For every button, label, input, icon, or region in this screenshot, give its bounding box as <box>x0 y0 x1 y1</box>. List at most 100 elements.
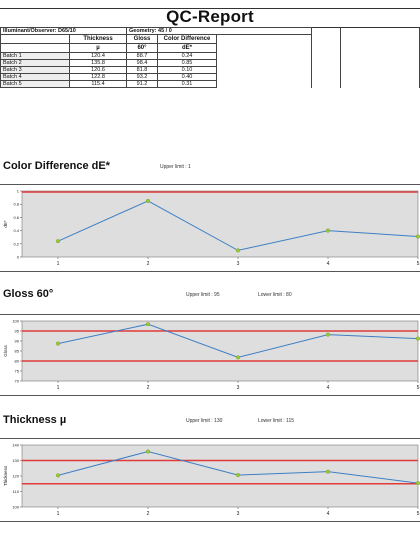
gloss-value: 88.7 <box>126 52 158 60</box>
thickness-value: 122.8 <box>69 73 127 81</box>
x-tick-label: 5 <box>417 261 420 267</box>
de-value: 0.24 <box>157 52 217 60</box>
unit-gloss: 60° <box>126 43 158 53</box>
y-tick-label: 100 <box>12 505 19 510</box>
plot-area <box>21 190 419 258</box>
x-tick-label: 4 <box>327 385 330 391</box>
y-tick-label: 90 <box>15 339 20 344</box>
batch-name: Batch 1 <box>0 52 70 60</box>
data-point <box>416 481 420 486</box>
section-title: Gloss 60° <box>3 288 54 300</box>
batch-name: Batch 2 <box>0 59 70 67</box>
gloss-value: 93.2 <box>126 73 158 81</box>
data-point <box>56 341 61 346</box>
thickness-value: 120.4 <box>69 52 127 60</box>
gloss-value: 81.8 <box>126 66 158 74</box>
de-value: 0.40 <box>157 73 217 81</box>
table-header-row: Thickness Gloss Color Difference <box>0 34 420 44</box>
geometry-cell: Geometry: 45 / 0 <box>126 27 312 35</box>
de-value: 0.10 <box>157 66 217 74</box>
y-tick-label: 0.4 <box>13 228 19 233</box>
y-axis-label: dE* <box>3 220 8 228</box>
results-table: Illuminant/Observer: D65/10 Geometry: 45… <box>0 27 420 88</box>
unit-color-difference: dE* <box>157 43 217 53</box>
x-tick-label: 2 <box>147 385 150 391</box>
y-tick-label: 0.6 <box>13 215 19 220</box>
y-tick-label: 95 <box>15 329 20 334</box>
x-tick-label: 5 <box>417 385 420 391</box>
de-value: 0.85 <box>157 59 217 67</box>
unit-thickness: µ <box>69 43 127 53</box>
y-tick-label: 120 <box>12 474 19 479</box>
section-title: Color Difference dE* <box>3 160 110 172</box>
y-tick-label: 110 <box>13 489 20 494</box>
x-tick-label: 1 <box>57 511 60 517</box>
batch-name: Batch 5 <box>0 80 70 88</box>
y-tick-label: 140 <box>12 443 19 448</box>
header-thickness: Thickness <box>69 34 127 44</box>
x-tick-label: 3 <box>237 385 240 391</box>
lower-limit-label: Lower limit : 115 <box>258 418 295 424</box>
x-tick-label: 3 <box>237 261 240 267</box>
batch-name: Batch 3 <box>0 66 70 74</box>
data-point <box>235 473 240 478</box>
y-tick-label: 100 <box>12 319 19 324</box>
y-axis-label: Gloss <box>3 345 8 357</box>
header-blank <box>0 34 70 44</box>
section-color-difference: Color Difference dE* Upper limit : 1 1 0.… <box>0 160 420 272</box>
data-point <box>145 322 150 327</box>
y-tick-label: 130 <box>12 458 19 463</box>
data-point <box>326 228 331 233</box>
y-axis-label: Thickness <box>3 465 8 486</box>
batch-name: Batch 4 <box>0 73 70 81</box>
color-difference-chart: 1 0.8 0.6 0.4 0.2 0 dE* 1 2 3 4 5 <box>3 189 420 267</box>
gloss-value: 98.4 <box>126 59 158 67</box>
x-tick-label: 2 <box>147 261 150 267</box>
thickness-value: 135.8 <box>69 59 127 67</box>
y-tick-label: 85 <box>15 349 20 354</box>
data-point <box>326 332 331 337</box>
x-tick-label: 3 <box>237 511 240 517</box>
y-tick-label: 70 <box>15 379 20 384</box>
upper-limit-label: Upper limit : 1 <box>160 164 191 170</box>
x-tick-label: 4 <box>327 511 330 517</box>
data-point <box>56 473 61 478</box>
de-value: 0.31 <box>157 80 217 88</box>
thickness-chart: 140 130 120 110 100 Thickness 1 2 3 4 5 <box>3 443 420 517</box>
header-color-difference: Color Difference <box>157 34 217 44</box>
upper-limit-label: Upper limit : 130 <box>186 418 223 424</box>
data-point <box>416 336 420 341</box>
y-tick-label: 75 <box>15 369 20 374</box>
illuminant-cell: Illuminant/Observer: D65/10 <box>0 27 127 35</box>
data-point <box>235 248 240 253</box>
data-point <box>145 198 150 203</box>
y-tick-label: 1 <box>17 189 20 194</box>
y-tick-label: 80 <box>15 359 20 364</box>
x-tick-label: 2 <box>147 511 150 517</box>
report-title: QC-Report <box>166 7 254 26</box>
x-tick-label: 1 <box>57 385 60 391</box>
table-row: Batch 3 120.6 81.8 0.10 <box>0 66 420 74</box>
x-tick-label: 4 <box>327 261 330 267</box>
section-gloss: Gloss 60° Upper limit : 95 Lower limit :… <box>0 288 420 396</box>
header-gloss: Gloss <box>126 34 158 44</box>
table-meta-row: Illuminant/Observer: D65/10 Geometry: 45… <box>0 27 420 35</box>
data-point <box>56 239 61 244</box>
title-bar: QC-Report <box>0 7 420 28</box>
y-tick-label: 0 <box>17 255 20 260</box>
table-unit-row: µ 60° dE* <box>0 43 420 53</box>
thickness-value: 120.6 <box>69 66 127 74</box>
table-row: Batch 1 120.4 88.7 0.24 <box>0 52 420 60</box>
y-tick-label: 0.8 <box>13 202 19 207</box>
table-row: Batch 5 115.4 91.2 0.31 <box>0 80 420 88</box>
data-point <box>235 355 240 360</box>
plot-area <box>21 444 419 508</box>
x-tick-label: 1 <box>57 261 60 267</box>
section-thickness: Thickness µ Upper limit : 130 Lower limi… <box>0 414 420 524</box>
gloss-value: 91.2 <box>126 80 158 88</box>
upper-limit-label: Upper limit : 95 <box>186 292 220 298</box>
gloss-chart: 100 95 90 85 80 75 70 Gloss 1 2 3 4 5 <box>3 319 420 391</box>
data-point <box>326 469 331 474</box>
y-tick-label: 0.2 <box>13 241 19 246</box>
